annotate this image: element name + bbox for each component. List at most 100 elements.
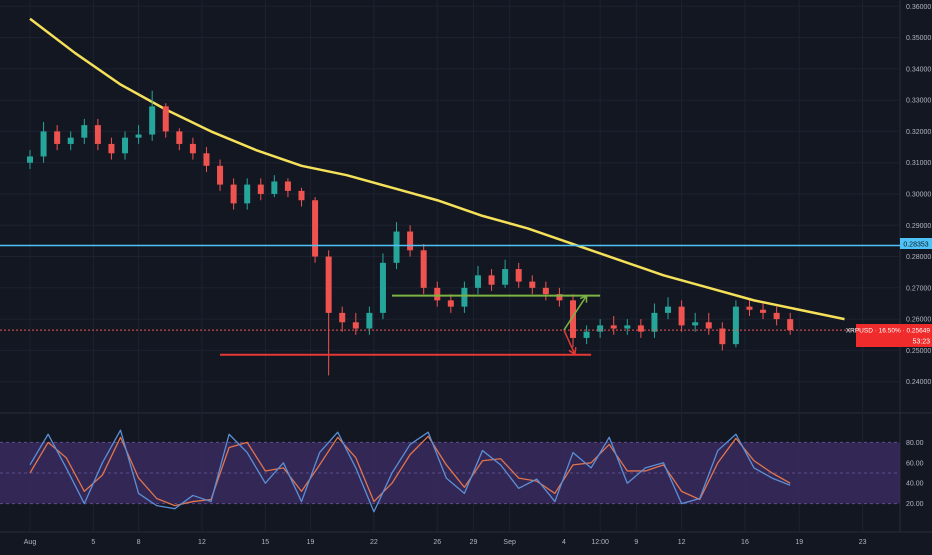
candle-body xyxy=(651,312,658,332)
projection-up-arrow xyxy=(563,295,588,331)
candle-body xyxy=(27,156,33,163)
projection-down-arrow xyxy=(563,329,576,355)
candle-body xyxy=(230,184,237,204)
x-tick-label: 5 xyxy=(91,539,95,546)
osc-tick-label: 40.00 xyxy=(906,481,924,488)
candle-body xyxy=(407,231,414,251)
candle-body xyxy=(502,269,509,285)
y-tick-label: 0.28000 xyxy=(906,254,931,261)
price-labels: 0.28353 XRPUSD · 16.50% · 0.25649 53:23 xyxy=(846,238,932,347)
y-tick-label: 0.30000 xyxy=(906,191,931,198)
osc-tick-label: 60.00 xyxy=(906,460,924,467)
candle-body xyxy=(312,200,319,257)
candle-body xyxy=(203,153,210,166)
instrument-label-bg xyxy=(856,324,932,347)
x-tick-label: 8 xyxy=(137,539,141,546)
candle-body xyxy=(176,131,183,144)
candle-body xyxy=(339,312,346,323)
candle-body xyxy=(719,328,726,345)
projection-down-arrow-head xyxy=(568,347,577,356)
countdown-label: 53:23 xyxy=(912,339,930,346)
y-tick-label: 0.34000 xyxy=(906,66,931,73)
y-tick-label: 0.31000 xyxy=(906,160,931,167)
x-tick-label: Sep xyxy=(503,539,516,546)
candle-body xyxy=(787,319,794,331)
candle-body xyxy=(94,125,101,144)
instrument-label: XRPUSD · 16.50% · 0.25649 xyxy=(846,328,931,335)
x-tick-label: 12 xyxy=(678,539,686,546)
y-tick-label: 0.35000 xyxy=(906,35,931,42)
candle-body xyxy=(257,184,264,194)
y-tick-label: 0.33000 xyxy=(906,98,931,105)
stoch-d-line xyxy=(29,435,791,507)
candle-body xyxy=(67,137,74,144)
candle-body xyxy=(434,287,441,301)
x-tick-label: 29 xyxy=(470,539,478,546)
candle-body xyxy=(420,250,427,288)
x-tick-label: Aug xyxy=(24,539,37,546)
x-tick-label: 23 xyxy=(859,539,867,546)
candle-body xyxy=(583,331,590,338)
y-tick-label: 0.26000 xyxy=(906,317,931,324)
candle-body xyxy=(474,275,481,288)
candle-body xyxy=(542,287,549,295)
candle-body xyxy=(692,322,699,326)
candle-body xyxy=(515,269,522,282)
candle-body xyxy=(352,322,359,329)
y-tick-label: 0.24000 xyxy=(906,379,931,386)
x-tick-label: 9 xyxy=(634,539,638,546)
candle-body xyxy=(665,306,672,313)
x-tick-label: 4 xyxy=(562,539,566,546)
x-tick-label: 16 xyxy=(741,539,749,546)
x-tick-label: 12:00 xyxy=(591,539,609,546)
candle-body xyxy=(54,131,61,144)
candle-body xyxy=(447,300,454,307)
candle-body xyxy=(162,106,169,132)
candle-body xyxy=(149,106,156,135)
candle-body xyxy=(732,306,739,345)
candle-body xyxy=(556,294,563,301)
candle-body xyxy=(122,137,129,154)
candle-body xyxy=(678,306,685,326)
x-tick-label: 26 xyxy=(433,539,441,546)
osc-tick-label: 80.00 xyxy=(906,440,924,447)
candle-body xyxy=(284,181,291,191)
y-tick-label: 0.25000 xyxy=(906,348,931,355)
candle-body xyxy=(217,165,224,185)
candle-body xyxy=(366,312,373,329)
candle-body xyxy=(597,325,604,332)
candle-body xyxy=(325,256,332,313)
candle-body xyxy=(298,190,305,201)
y-tick-label: 0.29000 xyxy=(906,223,931,230)
annotations xyxy=(0,244,900,356)
candle-body xyxy=(393,231,400,263)
x-tick-label: 12 xyxy=(198,539,206,546)
oscillator-pane xyxy=(0,429,900,513)
x-tick-label: 19 xyxy=(795,539,803,546)
candle-body xyxy=(81,125,88,138)
y-tick-label: 0.27000 xyxy=(906,285,931,292)
y-tick-label: 0.36000 xyxy=(906,4,931,11)
stoch-k-line xyxy=(29,429,791,513)
projection-up-arrow-head xyxy=(579,294,588,303)
x-tick-label: 22 xyxy=(370,539,378,546)
candle-body xyxy=(379,262,386,313)
axes: 0.24000 0.25000 0.26000 0.27000 0.28000 0.290… xyxy=(24,4,932,546)
candle-body xyxy=(637,325,644,332)
candle-body xyxy=(40,131,47,157)
candle-body xyxy=(461,287,468,307)
candle-body xyxy=(610,325,617,329)
candle-body xyxy=(529,281,536,288)
x-tick-label: 15 xyxy=(261,539,269,546)
candle-body xyxy=(108,143,115,154)
candle-body xyxy=(189,143,196,154)
candle-body xyxy=(705,322,712,329)
candle-body xyxy=(773,312,780,320)
candle-body xyxy=(488,275,495,285)
candle-body xyxy=(624,325,631,329)
candles xyxy=(27,90,794,376)
candle-body xyxy=(244,184,251,204)
candle-body xyxy=(135,134,142,138)
